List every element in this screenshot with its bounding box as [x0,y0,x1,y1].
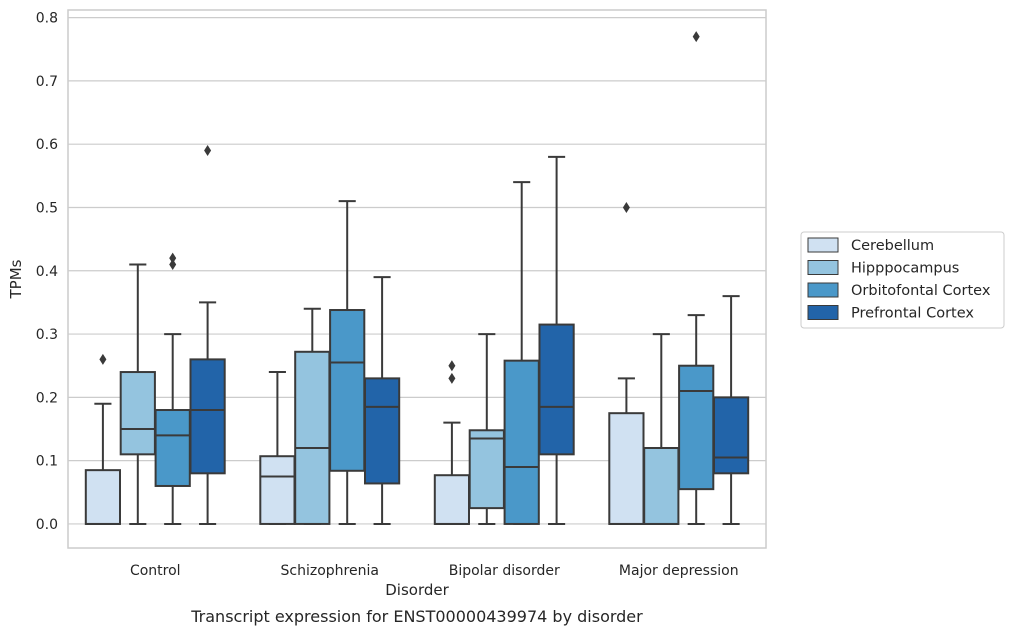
x-tick-label: Bipolar disorder [449,563,560,579]
x-tick-label: Major depression [619,563,739,579]
box [119,371,156,456]
box-group [678,31,715,525]
legend-frame [800,231,1005,329]
outlier-point [692,31,700,43]
box [538,323,575,456]
legend: Cerebellum Hipppocampus Orbitofontal Corte… [800,231,1005,329]
box-group [433,360,471,525]
box-plots [84,31,750,525]
outlier-point [99,353,107,365]
x-tick-labels: Control Schizophrenia Bipolar disorder Majo… [130,563,739,579]
box [154,409,191,487]
box [363,377,401,485]
box [468,429,505,510]
outlier-point [622,201,630,213]
box-group [119,263,156,525]
x-tick-label: Schizophrenia [281,563,379,579]
legend-swatch [807,305,839,320]
box-group [503,181,540,525]
box [189,358,226,475]
plot-frame [67,9,767,549]
box [329,309,366,472]
legend-swatch [807,237,839,253]
outlier-point [448,360,456,372]
outlier-point [448,372,456,384]
box [433,474,471,525]
x-tick-label: Control [130,563,181,579]
y-tick-label: 0.2 [36,390,58,406]
gridlines [68,16,766,525]
legend-swatch [807,282,839,298]
box-group [84,353,122,525]
box-group [643,333,680,525]
y-tick-label: 0.7 [36,74,58,90]
y-tick-label: 0.5 [36,200,58,216]
box-group [538,155,575,525]
box [503,359,540,525]
box [259,455,296,525]
x-axis-title: Disorder [385,581,449,599]
box-group [259,371,296,525]
figure-caption: Transcript expression for ENST0000043997… [190,607,643,626]
y-tick-label: 0.4 [36,264,58,280]
legend-swatch [807,260,839,275]
y-tick-label: 0.6 [36,137,58,153]
box-group [294,307,331,525]
outlier-point [169,258,177,270]
y-tick-label: 0.8 [36,11,58,27]
box-group [363,276,401,525]
legend-label: Prefrontal Cortex [851,306,974,322]
legend-label: Orbitofontal Cortex [851,283,991,299]
y-axis-title: TPMs [7,259,25,299]
box [643,446,680,525]
y-tick-label: 0.3 [36,327,58,343]
y-tick-label: 0.0 [36,517,58,533]
y-tick-label: 0.1 [36,454,58,470]
box-group [712,295,750,525]
box [678,364,715,491]
y-tick-labels: 0.0 0.1 0.2 0.3 0.4 0.5 0.6 0.7 0.8 [36,11,58,533]
outlier-point [204,145,212,157]
box-group [329,200,366,525]
box-group [608,201,645,525]
box [294,350,331,525]
box-group [189,145,226,525]
outlier-point [169,252,177,264]
legend-label: Cerebellum [851,238,934,254]
box [608,412,645,525]
box [712,396,750,475]
box [84,469,122,525]
legend-label: Hipppocampus [851,261,959,277]
